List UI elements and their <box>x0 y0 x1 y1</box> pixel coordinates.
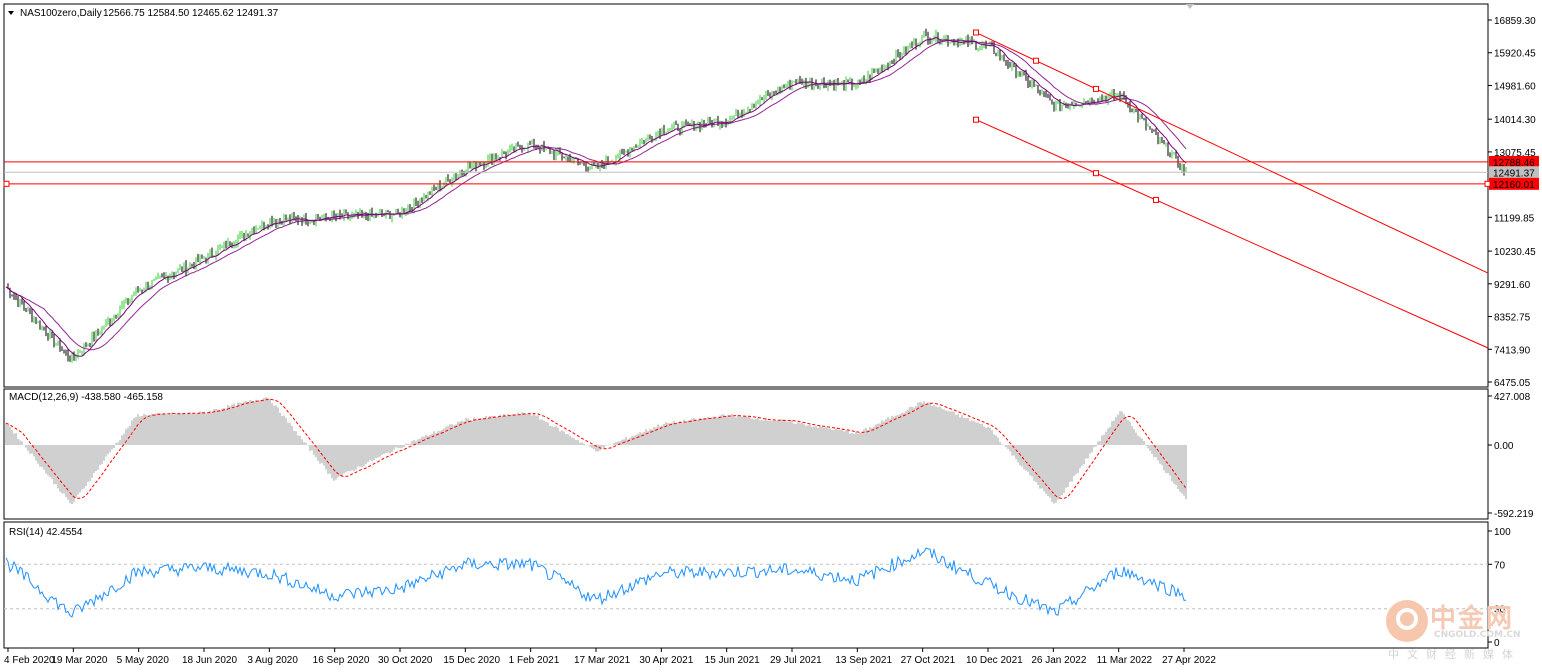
macd-tick-label: 0.00 <box>1494 441 1514 452</box>
level-handle <box>1484 180 1491 187</box>
watermark-name: 中金网 <box>1430 604 1515 634</box>
macd-label: MACD(12,26,9) -438.580 -465.158 <box>9 392 163 403</box>
time-tick-label: 13 Sep 2021 <box>835 655 892 666</box>
time-tick-label: 27 Apr 2022 <box>1162 655 1216 666</box>
time-tick-label: 4 Feb 2020 <box>4 655 55 666</box>
price-tick-label: 14014.30 <box>1494 115 1536 126</box>
time-tick-label: 30 Apr 2021 <box>639 655 693 666</box>
channel-lower-line <box>975 119 1489 349</box>
time-tick-label: 29 Jul 2021 <box>770 655 822 666</box>
upper-level-tag <box>1489 155 1539 168</box>
time-tick-label: 11 Mar 2022 <box>1097 655 1153 666</box>
price-pane <box>3 3 1489 388</box>
time-tick-label: 15 Jun 2021 <box>705 655 760 666</box>
lower-level-label: 12160.01 <box>1493 180 1535 191</box>
channel-handle <box>1033 57 1039 64</box>
price-axis: 16859.30 15920.45 14981.60 14014.30 13075.45… <box>1488 16 1536 389</box>
ohlc-readout: 12566.75 12584.50 12465.62 12491.37 <box>103 8 279 19</box>
price-tick-label: 14981.60 <box>1494 81 1536 92</box>
time-tick-label: 26 Jan 2022 <box>1031 655 1086 666</box>
price-tick-label: 15920.45 <box>1494 49 1536 60</box>
price-tick-label: 8352.75 <box>1494 313 1531 324</box>
macd-tick-label: -592.219 <box>1494 509 1534 520</box>
price-tick-label: 16859.30 <box>1494 16 1536 27</box>
rsi-series: 100 70 30 0 <box>4 527 1511 649</box>
watermark-tagline: 中文财经新媒体 <box>1388 648 1521 661</box>
time-tick-label: 30 Oct 2020 <box>378 655 433 666</box>
rsi-line <box>5 547 1187 618</box>
lower-level-tag <box>1489 177 1539 190</box>
rsi-tick-label: 100 <box>1494 527 1511 538</box>
price-tick-label: 9291.60 <box>1494 280 1531 291</box>
time-tick-label: 10 Dec 2021 <box>966 655 1023 666</box>
rsi-tick-label: 0 <box>1494 638 1500 649</box>
macd-signal-line <box>5 398 1187 500</box>
price-tick-label: 7413.90 <box>1494 345 1531 356</box>
time-tick-label: 16 Sep 2020 <box>313 655 370 666</box>
time-tick-label: 3 Aug 2020 <box>247 655 298 666</box>
rsi-label: RSI(14) 42.4554 <box>9 527 83 538</box>
channel-handle <box>1093 170 1099 177</box>
regression-channel[interactable] <box>973 29 1489 349</box>
rsi-pane <box>3 521 1489 649</box>
price-tick-label: 10230.45 <box>1494 247 1536 258</box>
time-tick-label: 19 Mar 2020 <box>51 655 108 666</box>
time-tick-label: 1 Feb 2021 <box>509 655 560 666</box>
watermark: 中金网 CNGOLD.COM.CN 中文财经新媒体 <box>1380 598 1530 664</box>
watermark-domain: CNGOLD.COM.CN <box>1434 630 1521 640</box>
price-series <box>5 28 1187 363</box>
current-level-tag <box>1489 166 1539 179</box>
ma-fast-line <box>5 36 1187 357</box>
macd-pane <box>3 388 1489 520</box>
channel-handle <box>1153 196 1159 203</box>
time-tick-label: 17 Mar 2021 <box>574 655 631 666</box>
rsi-tick-label: 30 <box>1494 605 1506 616</box>
channel-handle <box>973 116 979 123</box>
time-tick-label: 27 Oct 2021 <box>901 655 956 666</box>
price-tick-label: 11199.85 <box>1494 213 1535 224</box>
logo-core <box>1400 612 1414 626</box>
time-tick-label: 15 Dec 2020 <box>443 655 500 666</box>
price-tick-label: 6475.05 <box>1494 378 1531 389</box>
rsi-tick-label: 70 <box>1494 560 1506 571</box>
macd-tick-label: 427.008 <box>1494 392 1531 403</box>
chart-menu-icon[interactable] <box>8 11 14 15</box>
channel-handle <box>973 29 979 36</box>
macd-series: 427.008 0.00 -592.219 <box>5 392 1534 520</box>
channel-handle <box>1093 85 1099 92</box>
time-tick-label: 18 Jun 2020 <box>182 655 237 666</box>
level-handle <box>3 180 10 187</box>
price-tick-label: 13075.45 <box>1494 148 1536 159</box>
upper-level-label: 12788.46 <box>1493 158 1535 169</box>
shift-marker-icon[interactable] <box>1186 4 1194 9</box>
symbol-label: NAS100zero,Daily <box>20 8 102 19</box>
ma-slow-line <box>5 39 1187 351</box>
channel-upper-line <box>975 32 1489 274</box>
current-level-label: 12491.37 <box>1493 168 1535 179</box>
time-tick-label: 5 May 2020 <box>117 655 170 666</box>
